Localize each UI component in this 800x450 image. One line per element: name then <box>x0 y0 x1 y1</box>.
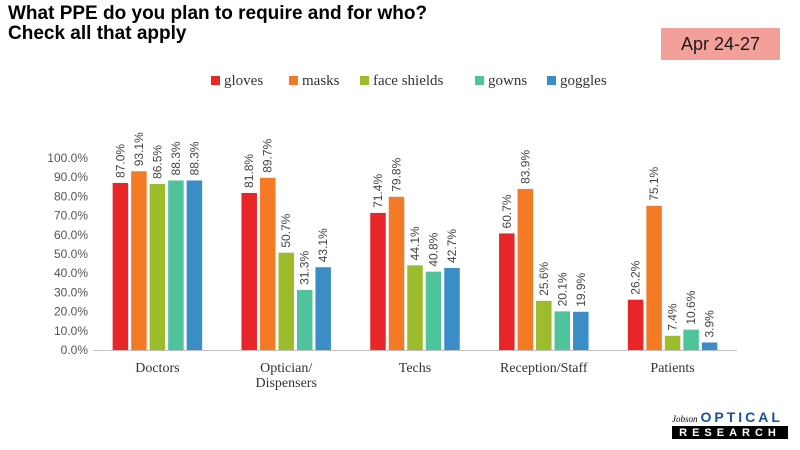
y-tick-label: 100.0% <box>47 151 88 165</box>
y-tick-label: 70.0% <box>54 209 88 223</box>
data-label-gowns-optician-dispensers: 31.3% <box>298 251 312 285</box>
data-label-face-shields-reception-staff: 25.6% <box>537 261 551 295</box>
jobson-optical-research-logo: Jobson OPTICAL RESEARCH <box>672 410 788 440</box>
bar-masks-optician-dispensers <box>259 177 276 350</box>
legend-label-gowns: gowns <box>488 73 527 89</box>
bar-gloves-reception-staff <box>499 233 515 350</box>
y-tick-label: 80.0% <box>54 189 88 203</box>
title-line-1: What PPE do you plan to require and for … <box>8 3 428 24</box>
legend-label-goggles: goggles <box>560 73 607 89</box>
bar-gloves-patients <box>627 299 644 350</box>
data-label-gloves-doctors: 87.0% <box>113 144 127 178</box>
legend-swatch-masks <box>289 76 298 85</box>
bar-face-shields-techs <box>407 265 423 350</box>
data-label-gloves-reception-staff: 60.7% <box>500 194 514 228</box>
data-label-masks-doctors: 93.1% <box>132 132 146 166</box>
bar-gloves-techs <box>370 212 386 350</box>
y-tick-label: 90.0% <box>54 170 88 184</box>
data-label-goggles-patients: 3.9% <box>703 310 717 338</box>
bar-face-shields-doctors <box>149 183 166 350</box>
bar-face-shields-reception-staff <box>536 300 552 350</box>
bar-gloves-doctors <box>112 182 129 350</box>
data-label-gowns-patients: 10.6% <box>684 290 698 324</box>
data-label-masks-reception-staff: 83.9% <box>518 150 532 184</box>
data-label-masks-optician-dispensers: 89.7% <box>261 138 275 172</box>
data-label-gowns-techs: 40.8% <box>427 232 441 266</box>
legend-label-gloves: gloves <box>224 73 263 89</box>
y-tick-label: 40.0% <box>54 266 88 280</box>
logo-big-text: OPTICAL <box>700 409 783 425</box>
legend-label-masks: masks <box>302 73 340 89</box>
logo-small-text: Jobson <box>672 414 698 424</box>
x-category-label: Techs <box>399 361 431 376</box>
data-label-gowns-doctors: 88.3% <box>169 141 183 175</box>
x-category-label: Doctors <box>135 361 179 376</box>
bar-masks-patients <box>646 205 662 350</box>
y-tick-label: 0.0% <box>61 343 89 357</box>
legend-swatch-face-shields <box>360 76 369 85</box>
x-category-label: Reception/Staff <box>500 361 588 376</box>
bar-gowns-reception-staff <box>554 311 571 350</box>
y-tick-label: 30.0% <box>54 285 88 299</box>
y-tick-label: 50.0% <box>54 247 88 261</box>
bar-goggles-optician-dispensers <box>315 267 331 350</box>
y-tick-label: 20.0% <box>54 305 88 319</box>
legend-label-face-shields: face shields <box>373 73 444 89</box>
logo-bottom-text: RESEARCH <box>672 426 788 439</box>
bar-gowns-patients <box>683 329 699 350</box>
data-label-gloves-optician-dispensers: 81.8% <box>242 154 256 188</box>
data-label-gloves-patients: 26.2% <box>629 260 643 294</box>
bar-gowns-doctors <box>168 180 184 350</box>
y-tick-label: 60.0% <box>54 228 88 242</box>
data-label-gowns-reception-staff: 20.1% <box>555 272 569 306</box>
date-badge: Apr 24-27 <box>661 28 780 60</box>
data-label-face-shields-doctors: 86.5% <box>150 145 164 179</box>
data-label-gloves-techs: 71.4% <box>371 174 385 208</box>
data-label-goggles-optician-dispensers: 43.1% <box>316 228 330 262</box>
data-label-face-shields-techs: 44.1% <box>408 226 422 260</box>
legend-swatch-goggles <box>547 76 556 85</box>
bar-face-shields-patients <box>664 335 681 350</box>
x-category-label: Patients <box>650 361 694 376</box>
bar-goggles-doctors <box>186 180 203 350</box>
title-line-2: Check all that apply <box>8 23 187 44</box>
data-label-face-shields-patients: 7.4% <box>666 303 680 331</box>
chart-title: What PPE do you plan to require and for … <box>8 4 568 44</box>
legend-swatch-gowns <box>475 76 484 85</box>
bar-masks-techs <box>388 196 405 350</box>
y-tick-label: 10.0% <box>54 324 88 338</box>
data-label-goggles-reception-staff: 19.9% <box>574 272 588 306</box>
bar-masks-reception-staff <box>517 188 534 350</box>
bar-face-shields-optician-dispensers <box>278 252 294 350</box>
data-label-masks-techs: 79.8% <box>390 157 404 191</box>
x-category-label: Dispensers <box>255 376 316 391</box>
bar-masks-doctors <box>131 171 147 350</box>
x-category-label: Optician/ <box>260 361 312 376</box>
legend-swatch-gloves <box>211 76 220 85</box>
data-label-face-shields-optician-dispensers: 50.7% <box>279 213 293 247</box>
bar-gowns-optician-dispensers <box>296 289 313 350</box>
bar-goggles-patients <box>701 342 718 350</box>
bar-goggles-reception-staff <box>573 311 589 350</box>
bar-gloves-optician-dispensers <box>241 192 257 350</box>
bar-gowns-techs <box>425 271 442 350</box>
data-label-goggles-techs: 42.7% <box>445 229 459 263</box>
data-label-goggles-doctors: 88.3% <box>187 141 201 175</box>
data-label-masks-patients: 75.1% <box>647 166 661 200</box>
bar-goggles-techs <box>444 268 460 350</box>
